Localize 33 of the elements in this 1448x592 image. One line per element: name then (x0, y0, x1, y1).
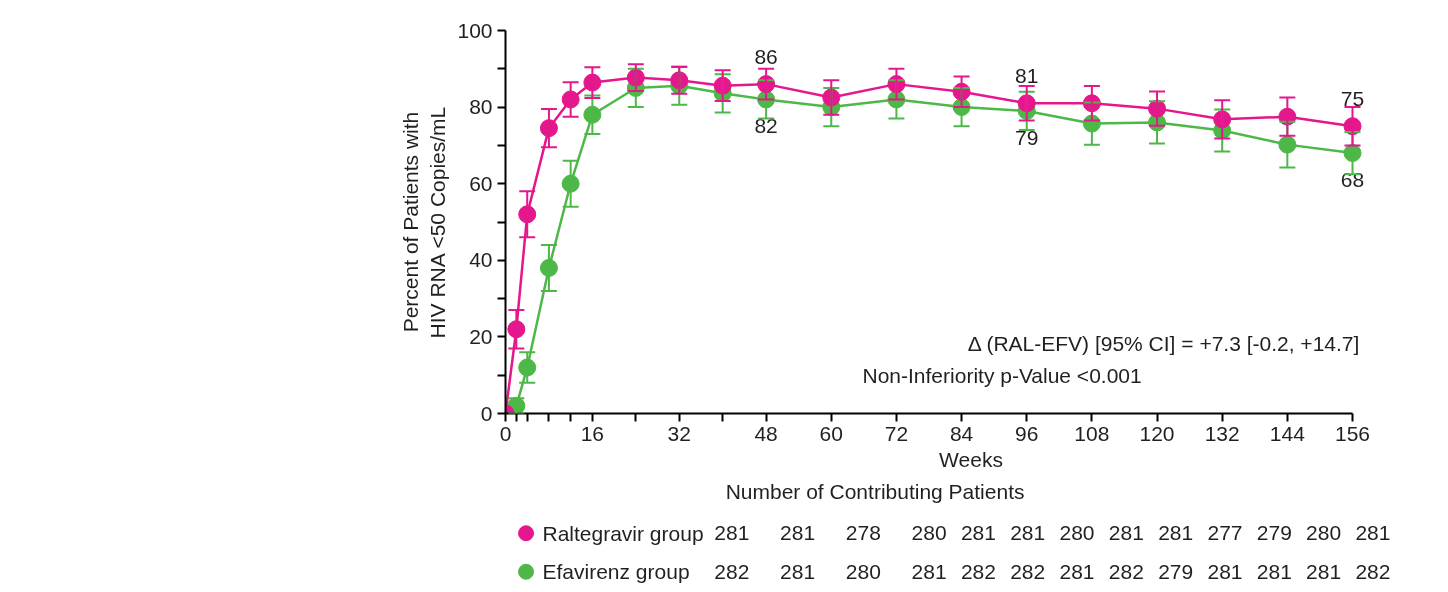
text: 282 281 280 281 282 282 281 282 279 281 281 281 282 (714, 559, 1391, 583)
text: Number of Contributing Patients (725, 479, 1025, 503)
x-axis-title: Weeks (939, 447, 1003, 471)
x-tick-label: 16 (580, 421, 605, 445)
y-tick-label: 100 (457, 18, 493, 42)
x-tick-label: 60 (819, 421, 843, 445)
x-tick-label: 156 (1334, 421, 1371, 445)
data-label: 82 (754, 114, 778, 138)
y-tick-label: 80 (469, 95, 493, 119)
data-label: 75 (1340, 87, 1365, 111)
legend-label: Raltegravir group (542, 521, 704, 545)
x-tick-label: 132 (1204, 421, 1240, 445)
legend-label: Efavirenz group (542, 560, 690, 584)
data-label: 81 (1015, 64, 1039, 88)
x-tick-label: 108 (1074, 421, 1110, 445)
annotation: Non-Inferiority p-Value <0.001 (862, 364, 1142, 387)
x-tick-label: 96 (1015, 421, 1039, 445)
x-tick-label: 72 (884, 421, 909, 445)
data-label: 79 (1015, 125, 1039, 149)
x-tick-label: 120 (1139, 421, 1175, 445)
text: 281 281 278 280 281 281 280 281 281 277 279 280 281 (714, 521, 1391, 545)
x-tick-label: 84 (949, 421, 974, 445)
x-tick-label: 0 (499, 421, 512, 445)
annotation: Δ (RAL-EFV) [95% CI] = +7.3 [-0.2, +14.7] (967, 332, 1360, 355)
data-label: 86 (754, 45, 778, 69)
y-tick-label: 40 (469, 248, 493, 272)
x-tick-label: 32 (667, 421, 691, 445)
x-tick-label: 48 (754, 421, 778, 445)
y-tick-label: 60 (469, 171, 493, 195)
y-tick-label: 0 (480, 401, 493, 425)
x-tick-label: 144 (1269, 421, 1306, 445)
y-tick-label: 20 (469, 324, 493, 348)
y-axis-title: Percent of Patients with HIV RNA <50 Copies/mL (398, 106, 450, 339)
